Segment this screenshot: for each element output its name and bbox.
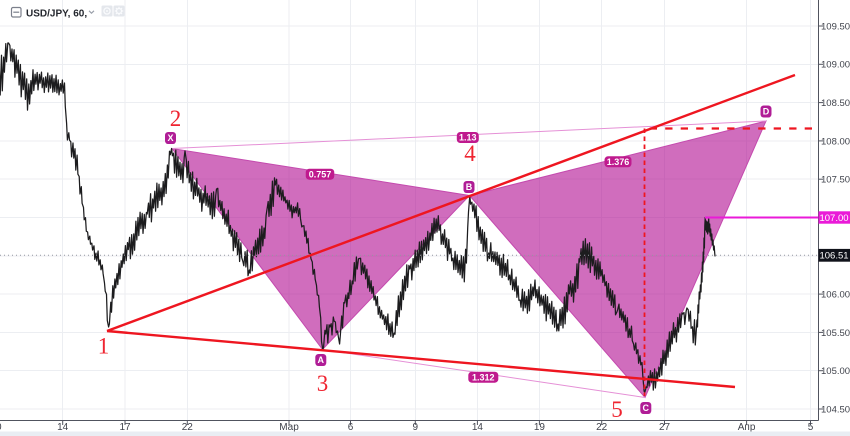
- svg-text:27: 27: [659, 422, 671, 433]
- svg-text:107.50: 107.50: [821, 175, 850, 186]
- svg-text:Апр: Апр: [738, 422, 756, 433]
- svg-text:0.757: 0.757: [309, 169, 332, 179]
- svg-text:Мар: Мар: [279, 422, 299, 433]
- svg-text:5: 5: [611, 397, 623, 422]
- svg-text:106.00: 106.00: [821, 290, 850, 301]
- svg-text:19: 19: [534, 422, 546, 433]
- svg-text:3: 3: [317, 371, 329, 396]
- svg-text:108.00: 108.00: [821, 136, 850, 147]
- svg-text:104.50: 104.50: [821, 404, 850, 415]
- svg-text:105.50: 105.50: [821, 328, 850, 339]
- svg-text:108.50: 108.50: [821, 98, 850, 109]
- svg-text:10: 10: [0, 422, 2, 433]
- svg-text:107.00: 107.00: [819, 213, 848, 224]
- svg-text:1.376: 1.376: [607, 157, 630, 167]
- svg-text:17: 17: [119, 422, 131, 433]
- svg-text:1.13: 1.13: [459, 133, 477, 143]
- svg-text:D: D: [763, 107, 770, 117]
- svg-text:14: 14: [57, 422, 69, 433]
- svg-text:6: 6: [348, 422, 354, 433]
- svg-text:106.51: 106.51: [819, 251, 848, 262]
- svg-text:2: 2: [170, 106, 182, 131]
- svg-text:109.00: 109.00: [821, 60, 850, 71]
- svg-text:X: X: [167, 133, 173, 143]
- svg-text:105.00: 105.00: [821, 366, 850, 377]
- svg-text:USD/JPY, 60,: USD/JPY, 60,: [26, 9, 87, 20]
- svg-text:109.50: 109.50: [821, 21, 850, 32]
- svg-text:5: 5: [808, 422, 814, 433]
- svg-text:4: 4: [464, 141, 476, 166]
- svg-text:22: 22: [182, 422, 194, 433]
- svg-text:B: B: [466, 182, 473, 192]
- svg-text:1: 1: [98, 334, 110, 359]
- svg-text:9: 9: [413, 422, 419, 433]
- svg-text:1.312: 1.312: [472, 372, 495, 382]
- svg-text:22: 22: [596, 422, 608, 433]
- svg-text:A: A: [318, 355, 325, 365]
- svg-text:C: C: [643, 403, 650, 413]
- svg-text:14: 14: [472, 422, 484, 433]
